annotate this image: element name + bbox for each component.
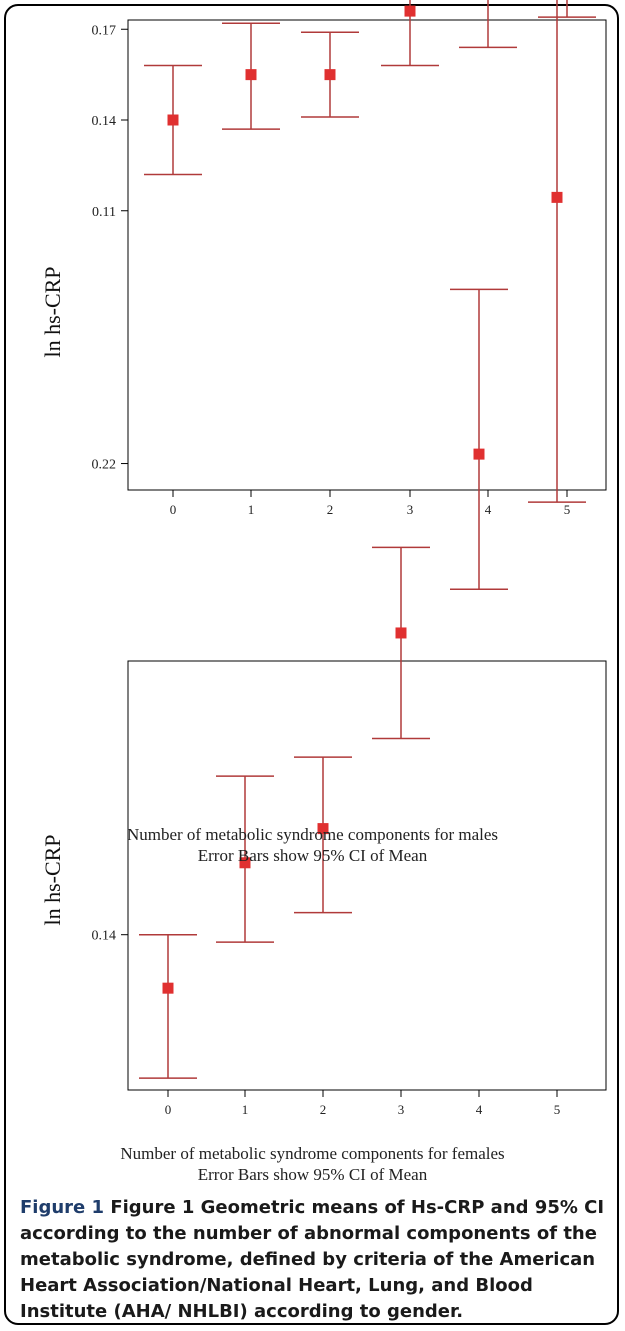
figure-caption: Figure 1 Figure 1 Geometric means of Hs-…	[20, 1195, 610, 1325]
figure-label: Figure 1	[20, 1197, 105, 1218]
female-xlabel: Number of metabolic syndrome components …	[120, 1144, 505, 1163]
female-plot-frame	[127, 660, 607, 1091]
female-x-tick-label: 0	[165, 1102, 172, 1117]
male-x-tick-label: 5	[564, 502, 571, 517]
female-x-tick-label: 1	[242, 1102, 249, 1117]
female-mean-marker	[551, 191, 563, 203]
female-y-tick-label: 0.22	[92, 458, 117, 473]
male-x-tick-label: 2	[327, 502, 334, 517]
male-x-tick-label: 4	[485, 502, 492, 517]
male-ylabel: ln hs-CRP	[40, 266, 65, 357]
male-x-tick-label: 3	[407, 502, 414, 517]
female-x-tick-label: 5	[554, 1102, 561, 1117]
male-mean-marker	[324, 69, 336, 81]
male-mean-marker	[167, 114, 179, 126]
male-plot-frame	[127, 19, 607, 491]
female-y-tick-label: 0.14	[92, 929, 117, 944]
female-error-note: Error Bars show 95% CI of Mean	[197, 1165, 428, 1184]
male-xlabel: Number of metabolic syndrome components …	[126, 825, 499, 844]
female-x-tick-label: 4	[476, 1102, 483, 1117]
male-y-tick-label: 0.17	[92, 23, 117, 38]
female-x-tick-label: 3	[398, 1102, 405, 1117]
female-mean-marker	[473, 448, 485, 460]
male-x-tick-label: 1	[248, 502, 255, 517]
figure-caption-text: Figure 1 Geometric means of Hs-CRP and 9…	[20, 1197, 605, 1322]
male-mean-marker	[404, 5, 416, 17]
male-y-tick-label: 0.11	[92, 205, 116, 220]
female-mean-marker	[162, 982, 174, 994]
male-error-note: Error Bars show 95% CI of Mean	[197, 846, 428, 865]
female-mean-marker	[395, 627, 407, 639]
female-x-tick-label: 2	[320, 1102, 327, 1117]
male-mean-marker	[245, 69, 257, 81]
male-y-tick-label: 0.14	[92, 114, 117, 129]
female-mean-marker	[239, 857, 251, 869]
figure-frame	[4, 4, 619, 1325]
female-ylabel: ln hs-CRP	[40, 834, 65, 925]
female-mean-marker	[317, 823, 329, 835]
male-x-tick-label: 0	[170, 502, 177, 517]
